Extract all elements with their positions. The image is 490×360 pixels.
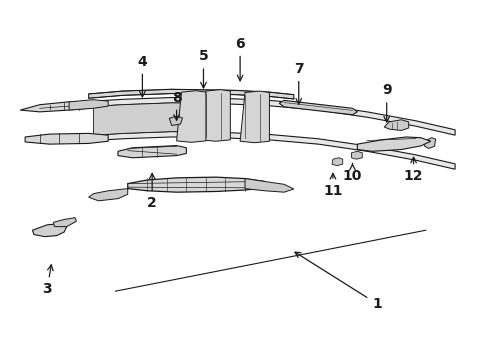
Text: 2: 2 [147,174,157,210]
Polygon shape [128,177,265,192]
Polygon shape [332,158,343,166]
Polygon shape [201,90,230,141]
Polygon shape [176,91,206,142]
Text: 5: 5 [198,49,208,88]
Polygon shape [384,120,409,131]
Text: 4: 4 [138,55,147,97]
Polygon shape [94,98,455,135]
Polygon shape [118,145,186,158]
Polygon shape [169,116,182,126]
Polygon shape [89,189,128,201]
Polygon shape [240,91,270,143]
Polygon shape [424,138,436,148]
Text: 8: 8 [172,90,181,120]
Text: 9: 9 [382,84,392,122]
Polygon shape [89,89,294,99]
Polygon shape [279,100,357,115]
Polygon shape [20,101,98,112]
Text: 6: 6 [235,37,245,81]
Polygon shape [245,179,294,192]
Polygon shape [32,224,67,237]
Text: 11: 11 [323,174,343,198]
Polygon shape [94,132,455,169]
Polygon shape [69,100,108,110]
Text: 3: 3 [42,265,53,296]
Text: 7: 7 [294,62,304,104]
Polygon shape [25,134,108,144]
Polygon shape [357,137,431,151]
Polygon shape [94,103,220,135]
Text: 10: 10 [343,164,362,183]
Polygon shape [351,151,362,159]
Text: 12: 12 [404,157,423,183]
Polygon shape [53,218,76,226]
Text: 1: 1 [295,252,382,311]
